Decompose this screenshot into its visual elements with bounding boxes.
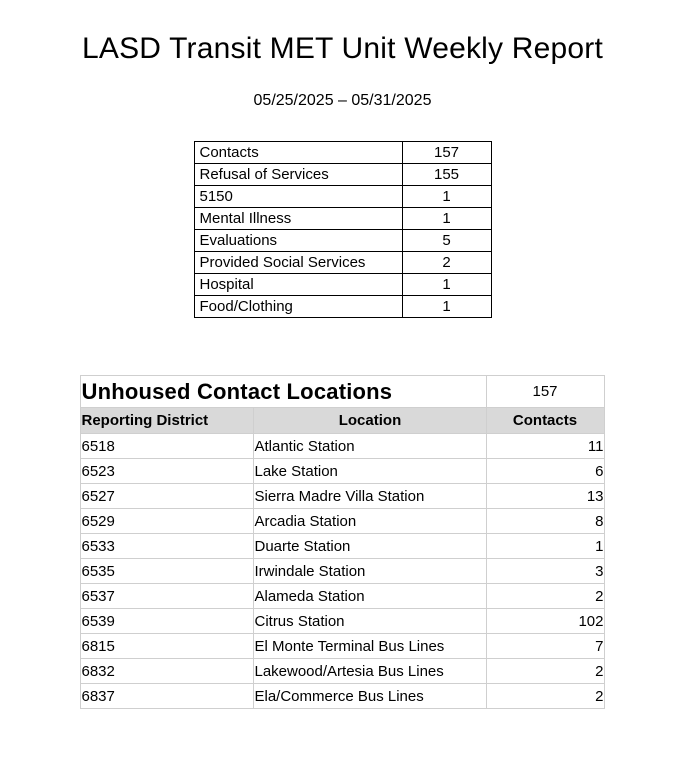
location-contacts: 3 (485, 558, 605, 584)
summary-label: Hospital (193, 273, 403, 296)
summary-row: Food/Clothing 1 (193, 295, 492, 318)
location-name: Lakewood/Artesia Bus Lines (253, 658, 487, 684)
location-contacts: 7 (485, 633, 605, 659)
location-contacts: 13 (485, 483, 605, 509)
location-name: Ela/Commerce Bus Lines (253, 683, 487, 709)
location-district: 6527 (80, 483, 255, 509)
location-name: Citrus Station (253, 608, 487, 634)
location-name: Alameda Station (253, 583, 487, 609)
location-district: 6815 (80, 633, 255, 659)
location-contacts: 8 (485, 508, 605, 534)
summary-row: Refusal of Services 155 (193, 163, 492, 186)
locations-table-title: Unhoused Contact Locations (80, 375, 487, 408)
summary-value: 2 (401, 251, 492, 274)
summary-label: 5150 (193, 185, 403, 208)
location-district: 6535 (80, 558, 255, 584)
location-name: Sierra Madre Villa Station (253, 483, 487, 509)
location-contacts: 2 (485, 658, 605, 684)
summary-row: Hospital 1 (193, 273, 492, 296)
location-row: 6832 Lakewood/Artesia Bus Lines 2 (80, 658, 605, 684)
location-row: 6529 Arcadia Station 8 (80, 508, 605, 534)
summary-value: 1 (401, 185, 492, 208)
summary-label: Food/Clothing (193, 295, 403, 318)
summary-value: 157 (401, 141, 492, 164)
location-district: 6537 (80, 583, 255, 609)
summary-row: Mental Illness 1 (193, 207, 492, 230)
location-name: Atlantic Station (253, 433, 487, 459)
location-name: Irwindale Station (253, 558, 487, 584)
location-district: 6523 (80, 458, 255, 484)
summary-label: Refusal of Services (193, 163, 403, 186)
location-name: Duarte Station (253, 533, 487, 559)
location-contacts: 2 (485, 583, 605, 609)
summary-row: Provided Social Services 2 (193, 251, 492, 274)
summary-row: 5150 1 (193, 185, 492, 208)
summary-row: Contacts 157 (193, 141, 492, 164)
location-district: 6533 (80, 533, 255, 559)
location-contacts: 102 (485, 608, 605, 634)
summary-value: 155 (401, 163, 492, 186)
summary-table-body: Contacts 157 Refusal of Services 155 515… (193, 141, 492, 318)
summary-value: 1 (401, 273, 492, 296)
locations-header-row: Reporting District Location Contacts (80, 407, 605, 434)
summary-value: 5 (401, 229, 492, 252)
location-name: Arcadia Station (253, 508, 487, 534)
location-contacts: 6 (485, 458, 605, 484)
summary-label: Provided Social Services (193, 251, 403, 274)
locations-table: Unhoused Contact Locations 157 Reporting… (80, 375, 605, 709)
locations-table-body: 6518 Atlantic Station 11 6523 Lake Stati… (80, 433, 605, 709)
location-row: 6837 Ela/Commerce Bus Lines 2 (80, 683, 605, 709)
location-row: 6539 Citrus Station 102 (80, 608, 605, 634)
location-name: El Monte Terminal Bus Lines (253, 633, 487, 659)
summary-label: Contacts (193, 141, 403, 164)
locations-title-row: Unhoused Contact Locations 157 (80, 375, 605, 408)
column-header-reporting-district: Reporting District (80, 407, 255, 434)
location-row: 6518 Atlantic Station 11 (80, 433, 605, 459)
location-row: 6527 Sierra Madre Villa Station 13 (80, 483, 605, 509)
summary-label: Mental Illness (193, 207, 403, 230)
location-contacts: 2 (485, 683, 605, 709)
location-district: 6518 (80, 433, 255, 459)
location-district: 6837 (80, 683, 255, 709)
location-contacts: 1 (485, 533, 605, 559)
location-name: Lake Station (253, 458, 487, 484)
location-district: 6832 (80, 658, 255, 684)
summary-value: 1 (401, 207, 492, 230)
location-district: 6529 (80, 508, 255, 534)
location-row: 6537 Alameda Station 2 (80, 583, 605, 609)
column-header-contacts: Contacts (485, 407, 605, 434)
location-row: 6815 El Monte Terminal Bus Lines 7 (80, 633, 605, 659)
summary-row: Evaluations 5 (193, 229, 492, 252)
page-title: LASD Transit MET Unit Weekly Report (81, 32, 604, 65)
column-header-location: Location (253, 407, 487, 434)
summary-table: Contacts 157 Refusal of Services 155 515… (193, 141, 492, 318)
location-row: 6533 Duarte Station 1 (80, 533, 605, 559)
locations-total: 157 (485, 375, 605, 408)
location-row: 6523 Lake Station 6 (80, 458, 605, 484)
date-range: 05/25/2025 – 05/31/2025 (253, 92, 432, 109)
location-row: 6535 Irwindale Station 3 (80, 558, 605, 584)
location-district: 6539 (80, 608, 255, 634)
summary-value: 1 (401, 295, 492, 318)
summary-label: Evaluations (193, 229, 403, 252)
location-contacts: 11 (485, 433, 605, 459)
